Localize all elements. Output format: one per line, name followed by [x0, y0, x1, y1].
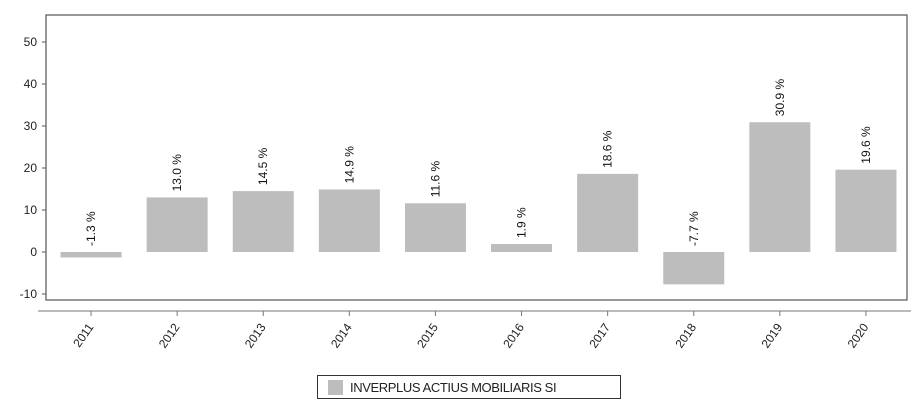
data-label: 13.0 %: [170, 154, 184, 192]
data-label: -7.7 %: [687, 211, 701, 246]
bar: [835, 169, 897, 252]
y-tick-label: -10: [20, 287, 38, 301]
x-tick-label: 2018: [672, 320, 699, 350]
bar: [232, 191, 294, 252]
bar: [663, 252, 725, 285]
legend: INVERPLUS ACTIUS MOBILIARIS SI: [317, 375, 621, 399]
bar: [577, 173, 639, 252]
y-tick-label: 30: [24, 119, 38, 133]
data-label: 19.6 %: [859, 126, 873, 164]
data-label: 18.6 %: [601, 130, 615, 168]
x-tick-label: 2019: [759, 320, 786, 350]
data-label: 14.9 %: [342, 146, 356, 184]
bar: [749, 122, 811, 252]
bar: [146, 197, 208, 252]
y-tick-label: 20: [24, 161, 38, 175]
x-tick-label: 2020: [845, 320, 872, 350]
legend-label: INVERPLUS ACTIUS MOBILIARIS SI: [350, 379, 557, 395]
y-tick-label: 10: [24, 203, 38, 217]
plot-frame: [45, 14, 908, 301]
x-tick-label: 2015: [414, 320, 441, 350]
x-tick-label: 2016: [500, 320, 527, 350]
y-tick-label: 40: [24, 77, 38, 91]
data-label: 14.5 %: [256, 147, 270, 185]
bar: [318, 189, 380, 252]
x-tick-label: 2012: [156, 320, 183, 350]
x-tick-label: 2011: [70, 320, 96, 349]
x-tick-label: 2013: [242, 320, 269, 350]
legend-swatch: [328, 379, 343, 395]
y-tick-label: 0: [30, 245, 37, 259]
x-tick-label: 2017: [586, 320, 613, 350]
data-label: 11.6 %: [428, 160, 442, 197]
data-label: -1.3 %: [84, 211, 98, 246]
bar: [404, 203, 466, 252]
bar: [491, 244, 553, 252]
data-label: 30.9 %: [773, 79, 787, 117]
bar: [60, 252, 122, 258]
y-tick-label: 50: [24, 35, 38, 49]
x-tick-label: 2014: [328, 320, 355, 350]
data-label: 1.9 %: [515, 207, 529, 238]
